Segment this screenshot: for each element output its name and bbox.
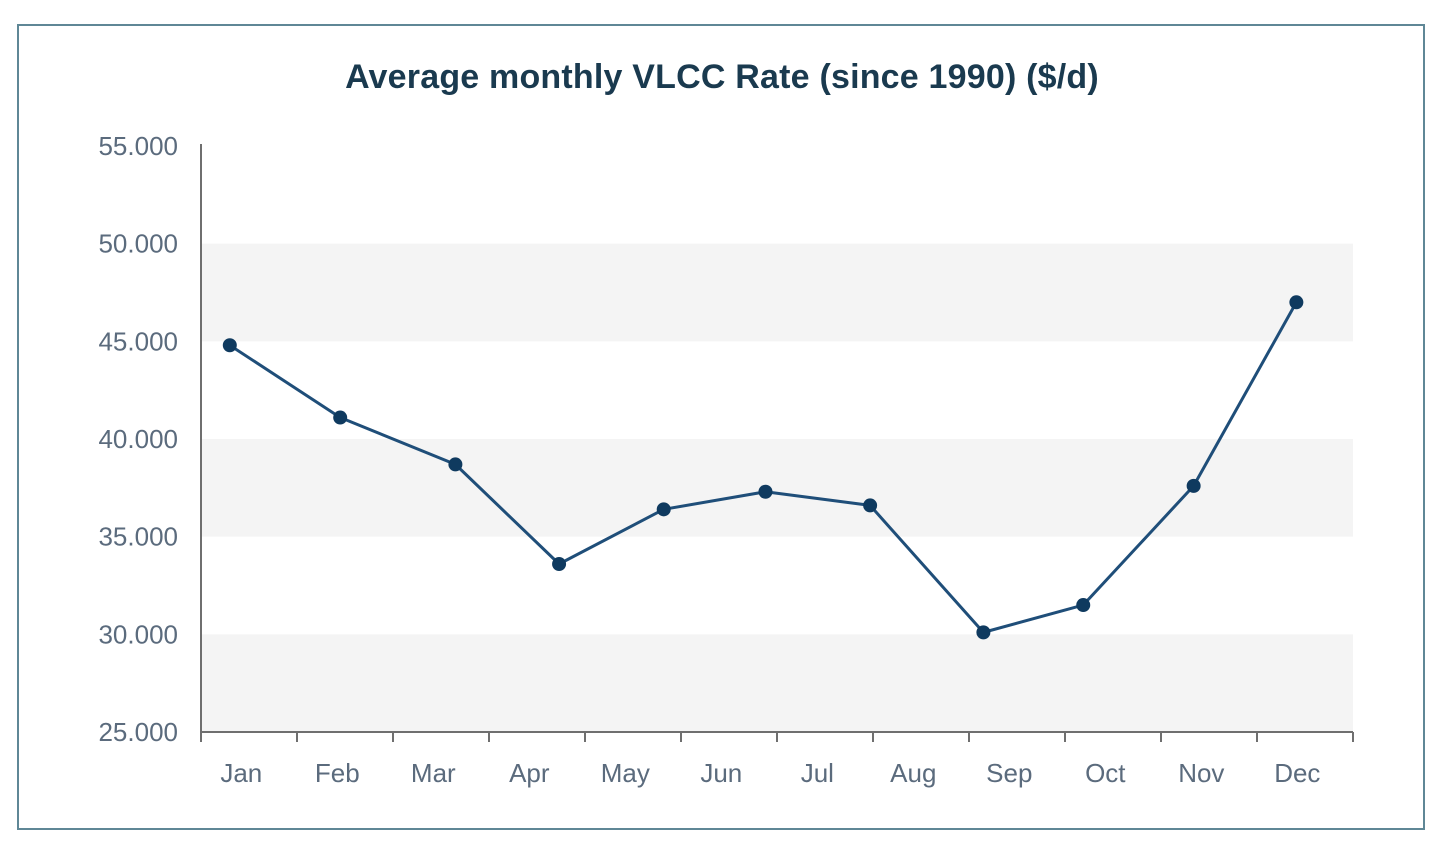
data-point (1076, 598, 1091, 613)
x-tick-label: Nov (1178, 758, 1224, 788)
data-point (448, 457, 463, 472)
series (222, 295, 1304, 640)
x-tick-label: Jan (220, 758, 262, 788)
x-tick-label: Oct (1085, 758, 1126, 788)
y-axis-tick-labels: 25.000 30.000 35.000 40.000 45.000 50.000 55.0… (98, 131, 178, 747)
data-point (863, 498, 878, 513)
data-point (656, 502, 671, 517)
x-tick-label: Dec (1274, 758, 1320, 788)
axes (200, 144, 1354, 742)
data-point (1289, 295, 1304, 310)
data-point (222, 338, 237, 353)
background-band (201, 634, 1353, 732)
y-tick-label: 30.000 (98, 619, 178, 649)
data-point (552, 557, 567, 572)
y-tick-label: 40.000 (98, 424, 178, 454)
y-tick-label: 50.000 (98, 229, 178, 259)
y-tick-label: 45.000 (98, 326, 178, 356)
y-tick-label: 55.000 (98, 131, 178, 161)
x-tick-label: Jul (801, 758, 834, 788)
data-point (976, 625, 991, 640)
data-point (333, 410, 348, 425)
data-point (1186, 478, 1201, 493)
background-band (201, 439, 1353, 537)
y-tick-label: 25.000 (98, 717, 178, 747)
x-tick-label: Sep (986, 758, 1032, 788)
x-tick-label: Mar (411, 758, 456, 788)
data-point (758, 484, 773, 499)
x-axis-tick-labels: Jan Feb Mar Apr May Jun Jul Aug Sep Oct Nov Dec (220, 758, 1320, 788)
background-band (201, 243, 1353, 342)
x-tick-label: Jun (700, 758, 742, 788)
background-bands (201, 243, 1353, 732)
x-tick-label: May (601, 758, 650, 788)
x-tick-label: Aug (890, 758, 936, 788)
x-tick-label: Apr (509, 758, 550, 788)
x-tick-label: Feb (315, 758, 360, 788)
y-tick-label: 35.000 (98, 522, 178, 552)
chart-title: Average monthly VLCC Rate (since 1990) (… (345, 58, 1099, 96)
